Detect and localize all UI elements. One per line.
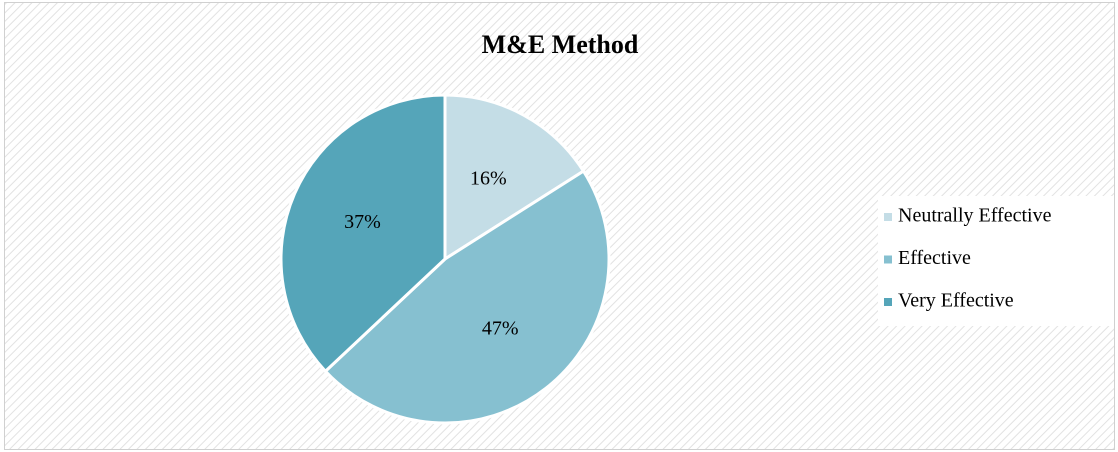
legend-label: Effective xyxy=(898,247,971,269)
pie-slice xyxy=(443,93,586,262)
legend-swatch xyxy=(884,255,892,264)
data-label: 47% xyxy=(482,318,519,340)
legend-label: Neutrally Effective xyxy=(898,205,1052,227)
data-label: 37% xyxy=(344,211,381,233)
pie-slice xyxy=(279,93,447,374)
data-label: 16% xyxy=(470,168,507,190)
pie-slice xyxy=(323,169,611,425)
legend-label: Very Effective xyxy=(898,290,1014,312)
legend-swatch xyxy=(884,298,892,306)
legend-background xyxy=(878,196,1114,326)
chart-title: M&E Method xyxy=(482,30,639,59)
legend-swatch xyxy=(884,213,892,221)
